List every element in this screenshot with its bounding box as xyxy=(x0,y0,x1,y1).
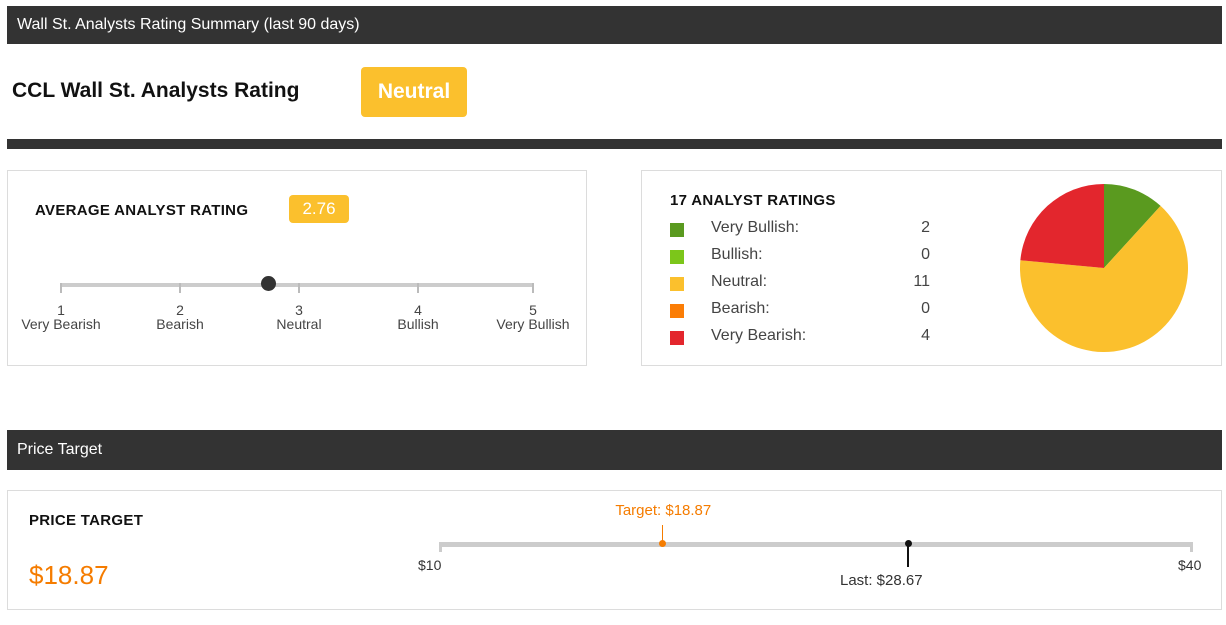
last-price-label: Last: $28.67 xyxy=(839,572,923,589)
rating-distribution-panel: 17 ANALYST RATINGS Very Bullish: 2 Bulli… xyxy=(641,170,1222,366)
legend-row-very-bearish: Very Bearish: 4 xyxy=(670,327,930,347)
legend-swatch xyxy=(670,331,684,345)
scale-label-neutral: 3 Neutral xyxy=(276,302,322,332)
legend-count: 0 xyxy=(921,300,930,317)
pie-slice-very-bullish xyxy=(1104,184,1161,268)
section-divider xyxy=(7,139,1222,149)
legend-row-very-bullish: Very Bullish: 2 xyxy=(670,219,930,239)
scale-tick xyxy=(179,283,181,293)
scale-tick xyxy=(417,283,419,293)
scale-label-bearish: 2 Bearish xyxy=(156,302,204,332)
scale-label-very-bullish: 5 Very Bullish xyxy=(496,302,570,332)
legend-label: Bullish: xyxy=(711,246,763,263)
scale-tick xyxy=(298,283,300,293)
legend-count: 0 xyxy=(921,246,930,263)
legend-swatch xyxy=(670,277,684,291)
price-target-heading: PRICE TARGET xyxy=(29,512,144,529)
legend-count: 2 xyxy=(921,219,930,236)
legend-label: Neutral: xyxy=(711,273,768,290)
ticker-rating-title: CCL Wall St. Analysts Rating xyxy=(12,79,300,102)
average-rating-marker xyxy=(261,276,277,291)
price-target-header: Price Target xyxy=(7,430,1222,470)
rating-scale-track xyxy=(60,283,534,287)
target-price-label: Target: $18.87 xyxy=(615,502,712,519)
legend-label: Bearish: xyxy=(711,300,770,317)
average-rating-heading: AVERAGE ANALYST RATING xyxy=(35,202,249,219)
last-price-pointer xyxy=(906,544,909,567)
legend-label: Very Bearish: xyxy=(711,327,807,344)
price-target-panel: PRICE TARGET $18.87 $10 $40 Target: $18.… xyxy=(7,490,1222,610)
legend-row-bearish: Bearish: 0 xyxy=(670,300,930,320)
average-rating-badge: 2.76 xyxy=(289,195,349,223)
legend-swatch xyxy=(670,223,684,237)
analyst-count-heading: 17 ANALYST RATINGS xyxy=(670,192,836,209)
legend-swatch xyxy=(670,250,684,264)
average-rating-panel: AVERAGE ANALYST RATING 2.76 1 Very Bearis… xyxy=(7,170,587,366)
price-target-section-title: Price Target xyxy=(17,441,103,458)
pie-slice-very-bearish xyxy=(1020,184,1104,268)
rating-summary-title: Wall St. Analysts Rating Summary (last 9… xyxy=(17,16,360,33)
legend-label: Very Bullish: xyxy=(711,219,800,236)
rating-pie-chart xyxy=(1020,184,1188,352)
legend-row-neutral: Neutral: 11 xyxy=(670,273,930,293)
legend-count: 4 xyxy=(921,327,930,344)
range-max-tick xyxy=(1190,542,1193,552)
range-min-tick xyxy=(439,542,442,552)
consensus-rating-badge: Neutral xyxy=(361,67,467,117)
target-price-marker xyxy=(659,540,667,547)
scale-label-bullish: 4 Bullish xyxy=(397,302,439,332)
last-price-marker xyxy=(904,540,912,547)
scale-tick xyxy=(60,283,62,293)
pie-slice-neutral xyxy=(1020,205,1188,352)
legend-swatch xyxy=(670,304,684,318)
rating-summary-header: Wall St. Analysts Rating Summary (last 9… xyxy=(7,6,1222,44)
target-price-pointer xyxy=(662,525,664,543)
scale-label-very-bearish: 1 Very Bearish xyxy=(21,302,101,332)
scale-tick xyxy=(532,283,534,293)
legend-row-bullish: Bullish: 0 xyxy=(670,246,930,266)
price-range-track xyxy=(439,542,1193,547)
price-target-value: $18.87 xyxy=(29,560,109,590)
range-min-label: $10 xyxy=(418,557,442,573)
legend-count: 11 xyxy=(913,273,930,290)
range-max-label: $40 xyxy=(1178,557,1202,573)
